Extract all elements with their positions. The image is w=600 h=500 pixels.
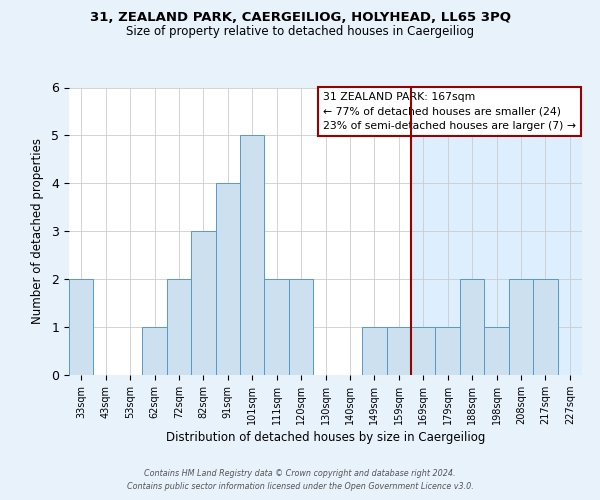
Bar xyxy=(167,279,191,375)
Bar xyxy=(215,184,240,375)
Bar xyxy=(436,327,460,375)
Bar xyxy=(265,279,289,375)
Text: 31 ZEALAND PARK: 167sqm
← 77% of detached houses are smaller (24)
23% of semi-de: 31 ZEALAND PARK: 167sqm ← 77% of detache… xyxy=(323,92,576,132)
Bar xyxy=(411,327,436,375)
Bar xyxy=(533,279,557,375)
Bar xyxy=(362,327,386,375)
Text: Size of property relative to detached houses in Caergeiliog: Size of property relative to detached ho… xyxy=(126,25,474,38)
Bar xyxy=(69,88,411,375)
Bar xyxy=(69,279,94,375)
Bar xyxy=(289,279,313,375)
Y-axis label: Number of detached properties: Number of detached properties xyxy=(31,138,44,324)
Text: 31, ZEALAND PARK, CAERGEILIOG, HOLYHEAD, LL65 3PQ: 31, ZEALAND PARK, CAERGEILIOG, HOLYHEAD,… xyxy=(89,11,511,24)
Bar xyxy=(509,279,533,375)
Bar xyxy=(460,279,484,375)
Bar xyxy=(484,327,509,375)
Bar xyxy=(386,327,411,375)
Bar xyxy=(240,136,265,375)
Bar xyxy=(411,88,582,375)
Text: Contains HM Land Registry data © Crown copyright and database right 2024.
Contai: Contains HM Land Registry data © Crown c… xyxy=(127,469,473,491)
X-axis label: Distribution of detached houses by size in Caergeiliog: Distribution of detached houses by size … xyxy=(166,431,485,444)
Bar xyxy=(142,327,167,375)
Bar xyxy=(191,231,215,375)
